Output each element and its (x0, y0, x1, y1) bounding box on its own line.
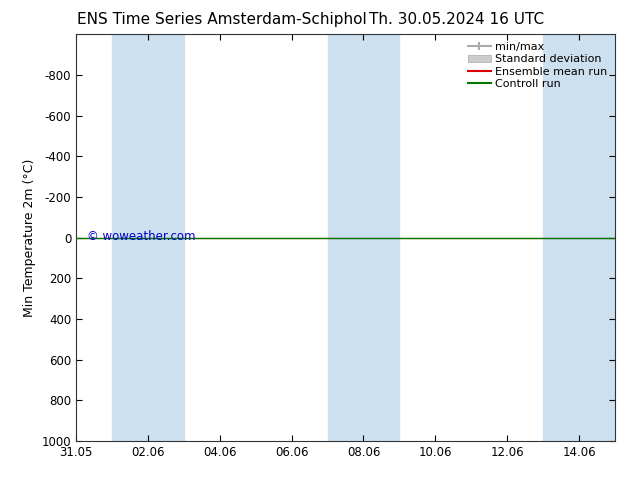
Text: ENS Time Series Amsterdam-Schiphol: ENS Time Series Amsterdam-Schiphol (77, 12, 367, 27)
Text: © woweather.com: © woweather.com (87, 230, 195, 243)
Bar (543, 34, 615, 441)
Bar (328, 34, 399, 441)
Y-axis label: Min Temperature 2m (°C): Min Temperature 2m (°C) (23, 158, 36, 317)
Bar (112, 34, 184, 441)
Legend: min/max, Standard deviation, Ensemble mean run, Controll run: min/max, Standard deviation, Ensemble me… (466, 40, 609, 91)
Text: Th. 30.05.2024 16 UTC: Th. 30.05.2024 16 UTC (369, 12, 544, 27)
